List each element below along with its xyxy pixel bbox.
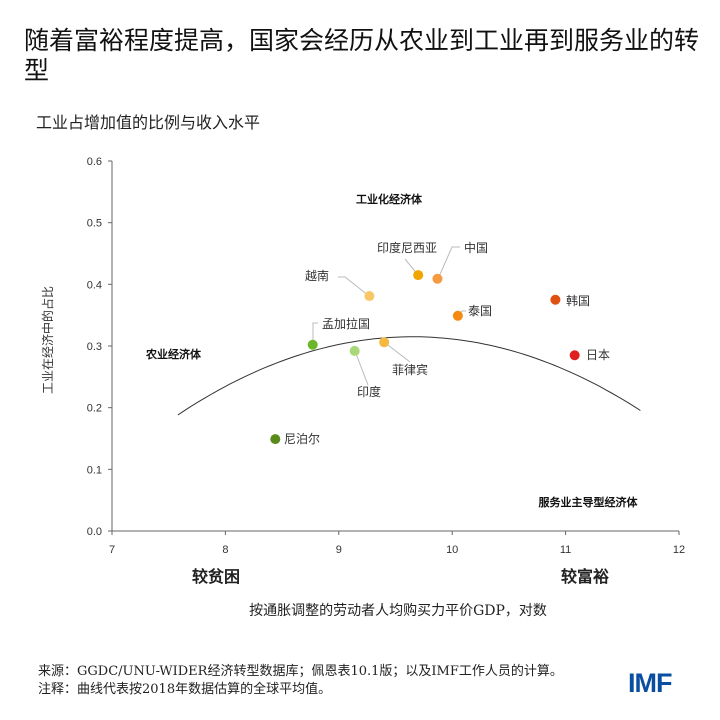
point-label: 尼泊尔: [284, 431, 320, 446]
leader-line: [383, 341, 411, 363]
point-label: 孟加拉国: [322, 316, 370, 331]
average-curve: [177, 336, 641, 416]
point-label: 印度: [357, 384, 381, 399]
x-axis-title: 按通胀调整的劳动者人均购买力平价GDP，对数: [249, 603, 547, 619]
y-tick-label: 0.3: [87, 341, 102, 353]
x-tick-label: 9: [336, 544, 342, 556]
data-point: [413, 270, 424, 281]
point-label: 泰国: [468, 304, 492, 318]
x-tick-label: 7: [109, 544, 115, 556]
x-tick-label: 8: [222, 544, 228, 556]
data-point: [364, 291, 375, 302]
x-tick-label: 10: [446, 544, 458, 556]
y-tick-label: 0.4: [87, 279, 102, 291]
x-left-label: 较贫困: [192, 567, 240, 586]
point-label: 越南: [305, 268, 329, 283]
x-tick-label: 12: [673, 544, 685, 556]
imf-logo: IMF: [628, 668, 672, 698]
leader-line: [312, 322, 318, 345]
point-label: 韩国: [566, 293, 590, 308]
y-axis-title: 工业在经济中的占比: [40, 286, 55, 394]
point-label: 中国: [464, 240, 488, 255]
leader-line: [338, 276, 370, 297]
leader-line: [437, 246, 460, 280]
leader-line: [354, 350, 369, 386]
data-point: [452, 310, 463, 321]
data-point: [349, 345, 360, 356]
y-tick-label: 0.5: [87, 218, 102, 230]
region-label: 农业经济体: [145, 347, 202, 361]
point-label: 印度尼西亚: [377, 240, 437, 255]
point-label: 菲律宾: [392, 362, 428, 377]
footnote: 注释：曲线代表按2018年数据估算的全球平均值。: [38, 682, 332, 697]
data-point: [550, 294, 561, 305]
point-label: 日本: [586, 348, 610, 362]
y-tick-label: 0.1: [87, 464, 102, 476]
data-point: [432, 273, 443, 284]
data-point: [270, 434, 281, 445]
y-tick-label: 0.6: [87, 156, 102, 168]
data-point: [569, 350, 580, 361]
y-tick-label: 0.2: [87, 403, 102, 415]
page-title: 随着富裕程度提高，国家会经历从农业到工业再到服务业的转型: [24, 26, 700, 85]
x-tick-label: 11: [560, 544, 571, 556]
data-point: [379, 337, 390, 348]
source-note: 来源：GGDC/UNU-WIDER经济转型数据库；佩恩表10.1版；以及IMF工…: [38, 664, 563, 679]
y-tick-label: 0.0: [87, 526, 102, 538]
chart-subtitle: 工业占增加值的比例与收入水平: [36, 113, 261, 132]
region-label: 服务业主导型经济体: [539, 495, 639, 509]
data-point: [307, 339, 318, 350]
region-label: 工业化经济体: [356, 192, 423, 206]
x-right-label: 较富裕: [561, 567, 609, 586]
